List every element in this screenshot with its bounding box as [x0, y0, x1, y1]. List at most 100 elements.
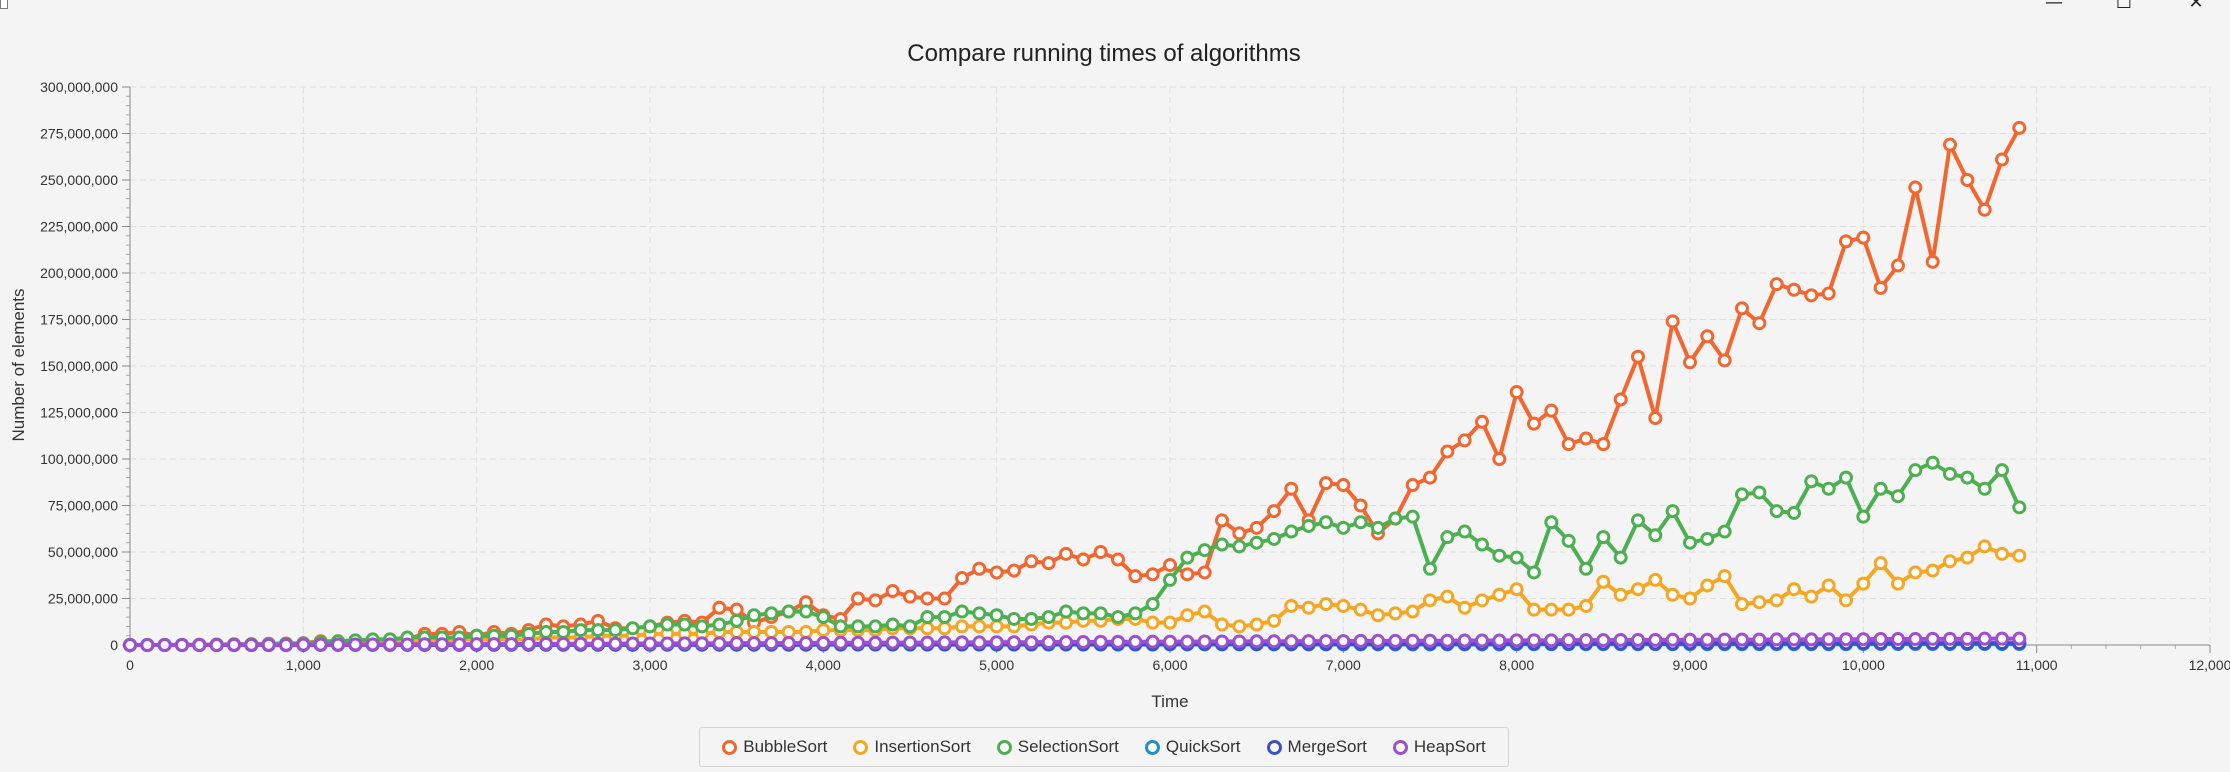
data-point [539, 636, 553, 651]
x-tick-label: 8,000 [1499, 657, 1534, 673]
data-point [296, 637, 311, 652]
data-point [1873, 280, 1888, 295]
data-point [1856, 509, 1871, 524]
y-tick-label: 300,000,000 [40, 79, 118, 95]
data-point [920, 635, 935, 650]
data-point [1631, 349, 1645, 364]
data-point [1856, 632, 1871, 647]
maximize-button[interactable]: ☐ [2104, 0, 2144, 14]
data-point [1891, 258, 1905, 273]
data-point [2012, 631, 2027, 646]
data-point [1145, 615, 1160, 630]
data-point [1301, 634, 1316, 649]
legend-item: BubbleSort [722, 737, 827, 757]
chart: Compare running times of algorithms 0 25,… [9, 40, 2230, 711]
data-point [1839, 234, 1853, 249]
minimize-icon: — [2045, 0, 2063, 13]
data-point [1336, 520, 1351, 535]
data-point [1232, 619, 1247, 634]
data-point [556, 624, 571, 639]
data-point [1509, 633, 1524, 648]
data-point [1440, 444, 1455, 459]
data-point [1041, 635, 1056, 650]
data-point [868, 635, 883, 650]
data-point [417, 637, 432, 652]
data-point [677, 617, 692, 632]
close-icon: ✕ [2188, 0, 2204, 13]
data-point [227, 637, 241, 652]
y-tick-label: 75,000,000 [48, 498, 118, 514]
data-point [539, 624, 553, 639]
data-point [1873, 632, 1888, 647]
data-point [1093, 634, 1108, 649]
data-point [955, 604, 969, 619]
data-point [712, 600, 727, 615]
data-point [660, 636, 675, 651]
data-point [1995, 546, 2009, 561]
data-point [383, 637, 397, 652]
data-point [1007, 611, 1021, 626]
data-point [920, 591, 935, 606]
data-point [1215, 634, 1229, 649]
data-point [1717, 632, 1732, 647]
data-point [955, 635, 969, 650]
data-point [1925, 631, 1940, 646]
series-line [130, 126, 2022, 647]
data-point [2012, 500, 2027, 515]
legend-label: QuickSort [1165, 737, 1241, 756]
y-tick-label: 100,000,000 [40, 451, 118, 467]
data-point [1059, 615, 1073, 630]
data-point [1717, 353, 1732, 368]
data-point [1371, 520, 1385, 535]
legend-label: InsertionSort [874, 737, 971, 756]
data-point [1509, 550, 1524, 565]
data-point [1700, 329, 1715, 344]
data-point [1440, 530, 1455, 545]
data-point [1787, 632, 1801, 647]
data-point [937, 635, 952, 650]
data-point [1457, 600, 1472, 615]
data-point [1839, 593, 1853, 608]
data-point [955, 619, 969, 634]
data-point [1180, 608, 1195, 623]
data-point [1613, 550, 1628, 565]
data-point [1925, 455, 1940, 470]
legend-item: MergeSort [1266, 737, 1367, 757]
data-point [1769, 504, 1784, 519]
data-point [1943, 466, 1957, 481]
data-point [1093, 545, 1108, 559]
close-button[interactable]: ✕ [2176, 0, 2216, 14]
data-point [1839, 470, 1853, 485]
data-point [1076, 552, 1091, 567]
y-axis-label: Number of elements [9, 288, 28, 441]
data-point [1111, 552, 1125, 567]
data-point [1128, 569, 1143, 584]
data-point [643, 636, 657, 651]
data-point [1041, 610, 1056, 625]
data-point [1631, 582, 1645, 597]
minimize-button[interactable]: — [2034, 0, 2074, 14]
data-point [1440, 633, 1455, 648]
data-point [695, 619, 709, 634]
data-point [1544, 515, 1559, 530]
data-point [1579, 431, 1593, 446]
data-point [1579, 561, 1593, 576]
data-point [729, 613, 744, 628]
data-point [1613, 632, 1628, 647]
data-point [625, 621, 640, 636]
data-point [1249, 535, 1264, 550]
data-point [1215, 537, 1229, 552]
data-point [1509, 582, 1524, 597]
data-point [1301, 518, 1316, 533]
data-point [747, 636, 761, 651]
data-point [1960, 470, 1975, 485]
legend-symbol-icon [853, 739, 869, 755]
data-point [1648, 411, 1663, 426]
data-point [816, 623, 831, 638]
data-point [1821, 481, 1836, 496]
data-point [1977, 481, 1992, 496]
data-point [2012, 548, 2027, 563]
data-point [1908, 180, 1923, 195]
data-point [1475, 414, 1489, 429]
data-point [1197, 543, 1212, 558]
